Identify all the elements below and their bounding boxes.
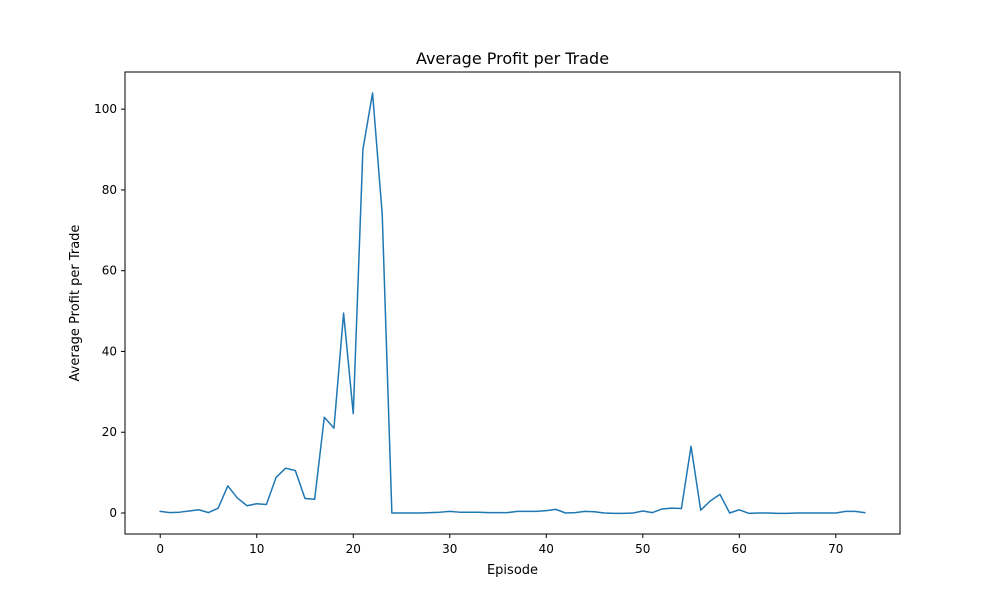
series-line-0: [159, 92, 866, 515]
x-axis: 0 10 20 30 40 50 60 70: [156, 534, 843, 556]
y-tick-label: 80: [102, 183, 117, 197]
x-tick-label: 10: [249, 542, 264, 556]
x-tick-label: 30: [442, 542, 457, 556]
y-tick-label: 0: [109, 506, 117, 520]
x-tick-label: 40: [539, 542, 554, 556]
x-tick-label: 60: [732, 542, 747, 556]
y-tick-label: 100: [94, 102, 117, 116]
y-tick-label: 20: [102, 425, 117, 439]
y-axis-label: Average Profit per Trade: [68, 225, 83, 382]
y-axis: 0 20 40 60 80 100: [94, 102, 125, 520]
chart-title: Average Profit per Trade: [416, 49, 609, 68]
x-tick-label: 20: [346, 542, 361, 556]
y-tick-label: 60: [102, 264, 117, 278]
x-tick-label: 70: [828, 542, 843, 556]
plot-frame: [124, 71, 901, 535]
y-tick-label: 40: [102, 344, 117, 358]
x-tick-label: 50: [635, 542, 650, 556]
x-axis-label: Episode: [487, 563, 538, 578]
x-tick-label: 0: [156, 542, 164, 556]
plot-layer: [159, 92, 866, 515]
